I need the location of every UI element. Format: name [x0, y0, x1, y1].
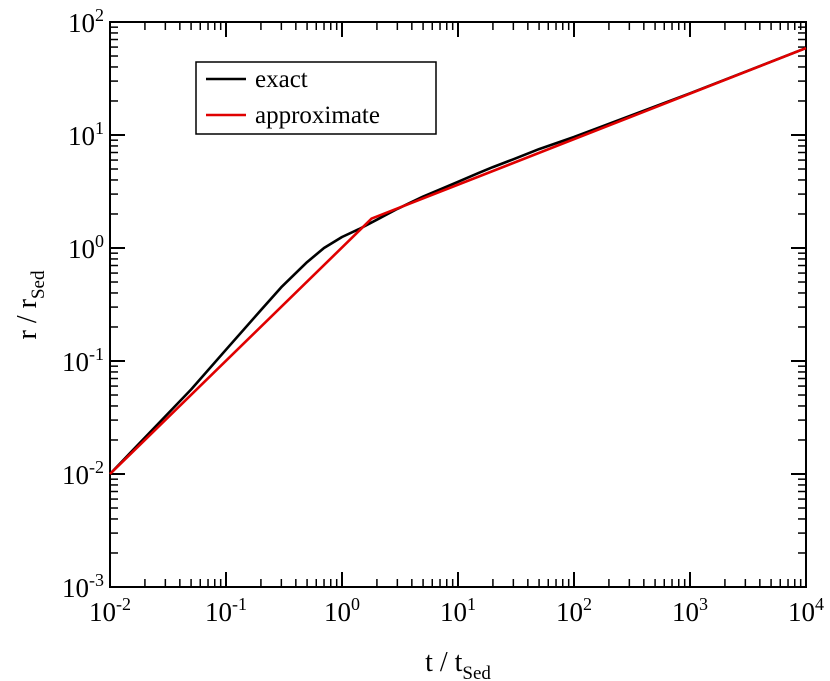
- y-tick-label-base: 10: [68, 121, 95, 151]
- y-tick-label-exp: 1: [95, 118, 104, 138]
- minor-ticks: [110, 22, 806, 587]
- x-axis-label-main: t / t: [425, 647, 463, 678]
- x-tick-label-base: 10: [324, 597, 351, 627]
- x-tick-label-base: 10: [788, 597, 815, 627]
- x-tick-label-exp: 2: [583, 594, 592, 614]
- x-tick-label-exp: -1: [232, 594, 247, 614]
- x-axis-label-sub: Sed: [462, 663, 491, 681]
- legend-label-exact: exact: [255, 66, 308, 93]
- legend-label-approximate: approximate: [255, 102, 380, 129]
- y-axis-label: r / rSed: [12, 270, 49, 339]
- y-tick-label: 10-3: [62, 570, 104, 603]
- y-tick-label: 100: [68, 231, 104, 264]
- series-line-approximate: [109, 46, 807, 475]
- x-tick-label: 102: [556, 594, 592, 627]
- x-tick-label: 103: [672, 594, 708, 627]
- y-tick-label-exp: -1: [89, 344, 104, 364]
- x-tick-label: 104: [788, 594, 824, 627]
- legend: exact approximate: [195, 61, 437, 135]
- x-tick-label: 100: [324, 594, 360, 627]
- x-tick-labels: 10-2 10-1 100 101 102 103 104: [89, 594, 824, 627]
- x-tick-label-base: 10: [205, 597, 232, 627]
- x-axis-label: t / tSed: [425, 647, 491, 681]
- x-tick-label-base: 10: [89, 597, 116, 627]
- legend-box: [195, 61, 437, 135]
- x-tick-label-exp: -2: [116, 594, 131, 614]
- y-tick-label-base: 10: [68, 234, 95, 264]
- y-axis-label-sub: Sed: [28, 270, 49, 299]
- y-tick-label-exp: -3: [89, 570, 104, 590]
- y-tick-label-base: 10: [62, 347, 89, 377]
- x-tick-label-base: 10: [556, 597, 583, 627]
- y-tick-label-base: 10: [62, 460, 89, 490]
- y-tick-label-base: 10: [68, 8, 95, 38]
- y-axis-label-main: r / r: [12, 298, 43, 339]
- y-tick-label-exp: 0: [95, 231, 104, 251]
- y-tick-label-exp: -2: [89, 457, 104, 477]
- x-tick-label-base: 10: [672, 597, 699, 627]
- x-tick-label: 10-1: [205, 594, 247, 627]
- y-tick-label-exp: 2: [95, 5, 104, 25]
- x-tick-label-exp: 1: [467, 594, 476, 614]
- x-tick-label-exp: 4: [815, 594, 824, 614]
- x-tick-label: 101: [440, 594, 476, 627]
- x-tick-label-base: 10: [440, 597, 467, 627]
- x-tick-label-exp: 3: [699, 594, 708, 614]
- y-tick-label: 102: [68, 5, 104, 38]
- x-tick-label: 10-2: [89, 594, 131, 627]
- x-tick-label-exp: 0: [351, 594, 360, 614]
- y-tick-label: 101: [68, 118, 104, 151]
- series-lines: [109, 46, 807, 475]
- y-tick-label: 10-1: [62, 344, 104, 377]
- y-tick-label: 10-2: [62, 457, 104, 490]
- major-ticks: [109, 21, 807, 588]
- y-tick-label-base: 10: [62, 573, 89, 603]
